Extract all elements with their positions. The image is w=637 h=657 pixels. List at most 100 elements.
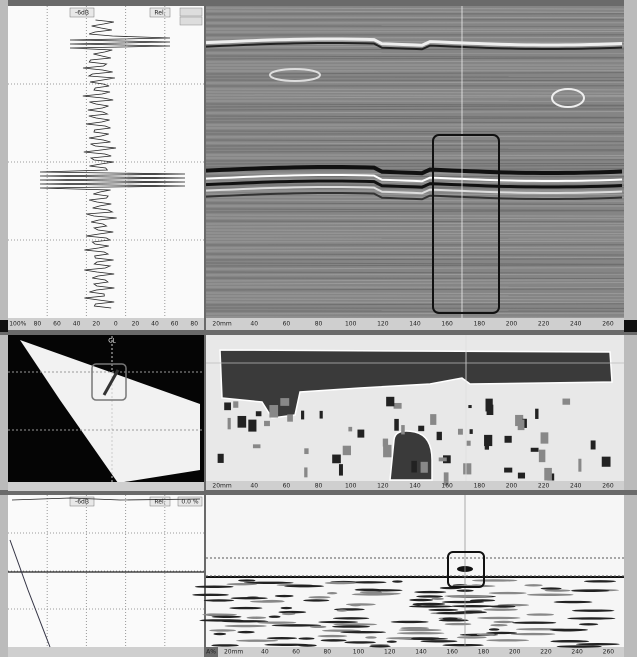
axis-label: 60 — [283, 483, 291, 490]
texture — [457, 636, 487, 638]
texture — [579, 623, 598, 625]
speckle — [320, 411, 323, 419]
axis-label: 80 — [315, 483, 323, 490]
texture — [344, 641, 376, 643]
texture — [310, 626, 326, 628]
texture — [445, 623, 472, 625]
texture — [321, 639, 347, 641]
axis-label: 20mm — [212, 321, 231, 328]
speckle — [218, 454, 224, 463]
texture — [584, 580, 616, 582]
texture — [327, 592, 337, 594]
button[interactable] — [180, 17, 202, 25]
axis-label: 140 — [415, 649, 427, 656]
speckle — [301, 411, 304, 420]
axis-label: 160 — [447, 649, 459, 656]
texture — [567, 617, 615, 619]
axis-label: 100% — [9, 321, 26, 328]
texture — [298, 637, 314, 639]
texture — [511, 633, 556, 635]
axis-label: 260 — [602, 483, 614, 490]
axis-label: 200 — [506, 483, 518, 490]
button[interactable] — [180, 8, 202, 16]
texture — [206, 233, 624, 234]
cl-label: CL — [108, 338, 116, 345]
texture — [250, 600, 285, 602]
texture — [192, 594, 229, 596]
texture — [269, 616, 281, 618]
ruler-left — [0, 335, 8, 490]
axis-label: 160 — [441, 321, 453, 328]
texture — [490, 624, 507, 626]
texture — [436, 612, 467, 614]
axis-label: 180 — [478, 649, 490, 656]
axis-label: 80 — [190, 321, 198, 328]
texture — [439, 619, 469, 621]
axis-label: 260 — [602, 321, 614, 328]
speckle — [253, 444, 260, 448]
texture — [420, 640, 457, 642]
axis-label: 220 — [538, 483, 550, 490]
axis-label: 80 — [323, 649, 331, 656]
speckle — [486, 399, 493, 412]
speckle — [421, 462, 428, 473]
texture — [552, 629, 583, 631]
speckle — [468, 405, 471, 408]
axis-label: 180 — [474, 321, 486, 328]
axis-label: 220 — [540, 649, 552, 656]
speckle — [541, 432, 549, 443]
texture — [226, 583, 257, 585]
texture — [211, 644, 239, 646]
texture — [489, 592, 527, 594]
axis-label: 60 — [53, 321, 61, 328]
texture — [206, 293, 624, 294]
speckle — [411, 461, 417, 473]
texture — [332, 625, 370, 627]
texture — [350, 604, 361, 606]
texture — [206, 37, 624, 38]
axis-label: 160 — [441, 483, 453, 490]
ascan-bottom-panel — [8, 495, 204, 647]
texture — [257, 621, 296, 623]
texture — [544, 589, 570, 591]
axis-bar — [8, 647, 204, 657]
texture — [365, 593, 400, 595]
texture — [317, 635, 347, 637]
texture — [444, 595, 492, 597]
speckle — [544, 468, 552, 481]
speckle — [535, 409, 538, 419]
texture — [451, 605, 494, 607]
texture — [238, 579, 255, 581]
texture — [325, 582, 357, 584]
texture — [229, 607, 262, 609]
axis-label: 60 — [283, 321, 291, 328]
axis-label: 120 — [377, 483, 389, 490]
texture — [571, 590, 610, 592]
axis-label: 140 — [409, 483, 421, 490]
texture — [204, 599, 234, 601]
speckle — [463, 463, 471, 474]
speckle — [269, 405, 278, 418]
speckle — [304, 448, 308, 454]
speckle — [430, 414, 436, 425]
texture — [526, 613, 554, 615]
texture — [202, 613, 237, 615]
speckle — [562, 399, 570, 405]
axis-label: 220 — [538, 321, 550, 328]
texture — [206, 163, 624, 164]
texture — [409, 599, 433, 601]
corner-label: A% — [206, 649, 216, 656]
axis-label: 240 — [570, 321, 582, 328]
texture — [365, 636, 376, 638]
texture — [442, 644, 484, 646]
speckle — [386, 397, 394, 407]
speckle — [224, 402, 231, 410]
speckle — [287, 414, 293, 421]
texture — [442, 601, 485, 603]
axis-label: 40 — [250, 321, 258, 328]
speckle — [332, 455, 341, 464]
texture — [298, 644, 316, 646]
axis-label: 100 — [345, 321, 357, 328]
axis-label: 40 — [261, 649, 269, 656]
texture — [489, 628, 500, 630]
